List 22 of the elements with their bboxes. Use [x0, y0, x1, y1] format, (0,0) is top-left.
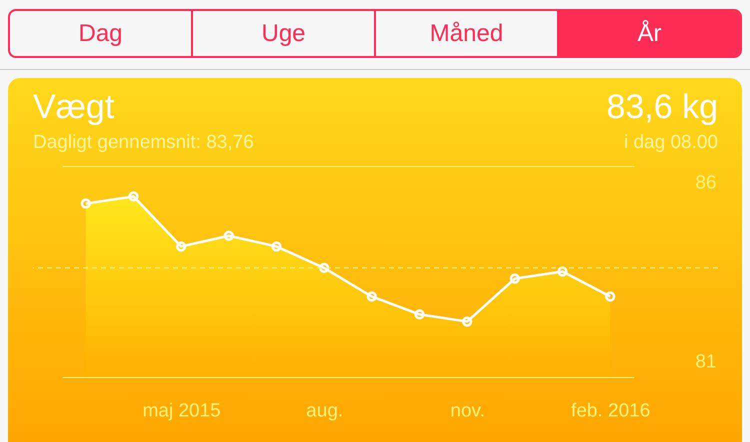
point — [128, 191, 139, 202]
point — [176, 241, 186, 252]
point — [414, 309, 425, 320]
x-tick-label: maj 2015 — [142, 400, 221, 422]
x-tick-label: aug. — [306, 400, 344, 422]
text: År — [557, 11, 740, 56]
chart-title: Vægt — [33, 88, 114, 127]
x-tick-label: feb. 2016 — [571, 400, 650, 422]
x-tick-label: nov. — [450, 400, 485, 422]
point — [462, 316, 472, 327]
text: 83,6 kg — [606, 88, 718, 127]
text: Dag — [77, 18, 124, 48]
y-tick-label: 81 — [695, 351, 716, 372]
point — [510, 274, 520, 284]
text: Uge — [191, 11, 374, 56]
text: i dag 08.00 — [624, 132, 718, 154]
chart-subtitle: Dagligt gennemsnit: 83,76 — [33, 132, 254, 154]
point — [366, 291, 377, 302]
point — [271, 241, 282, 252]
point — [224, 230, 234, 241]
y-tick-label: 86 — [695, 172, 716, 194]
text: Måned — [374, 11, 557, 56]
